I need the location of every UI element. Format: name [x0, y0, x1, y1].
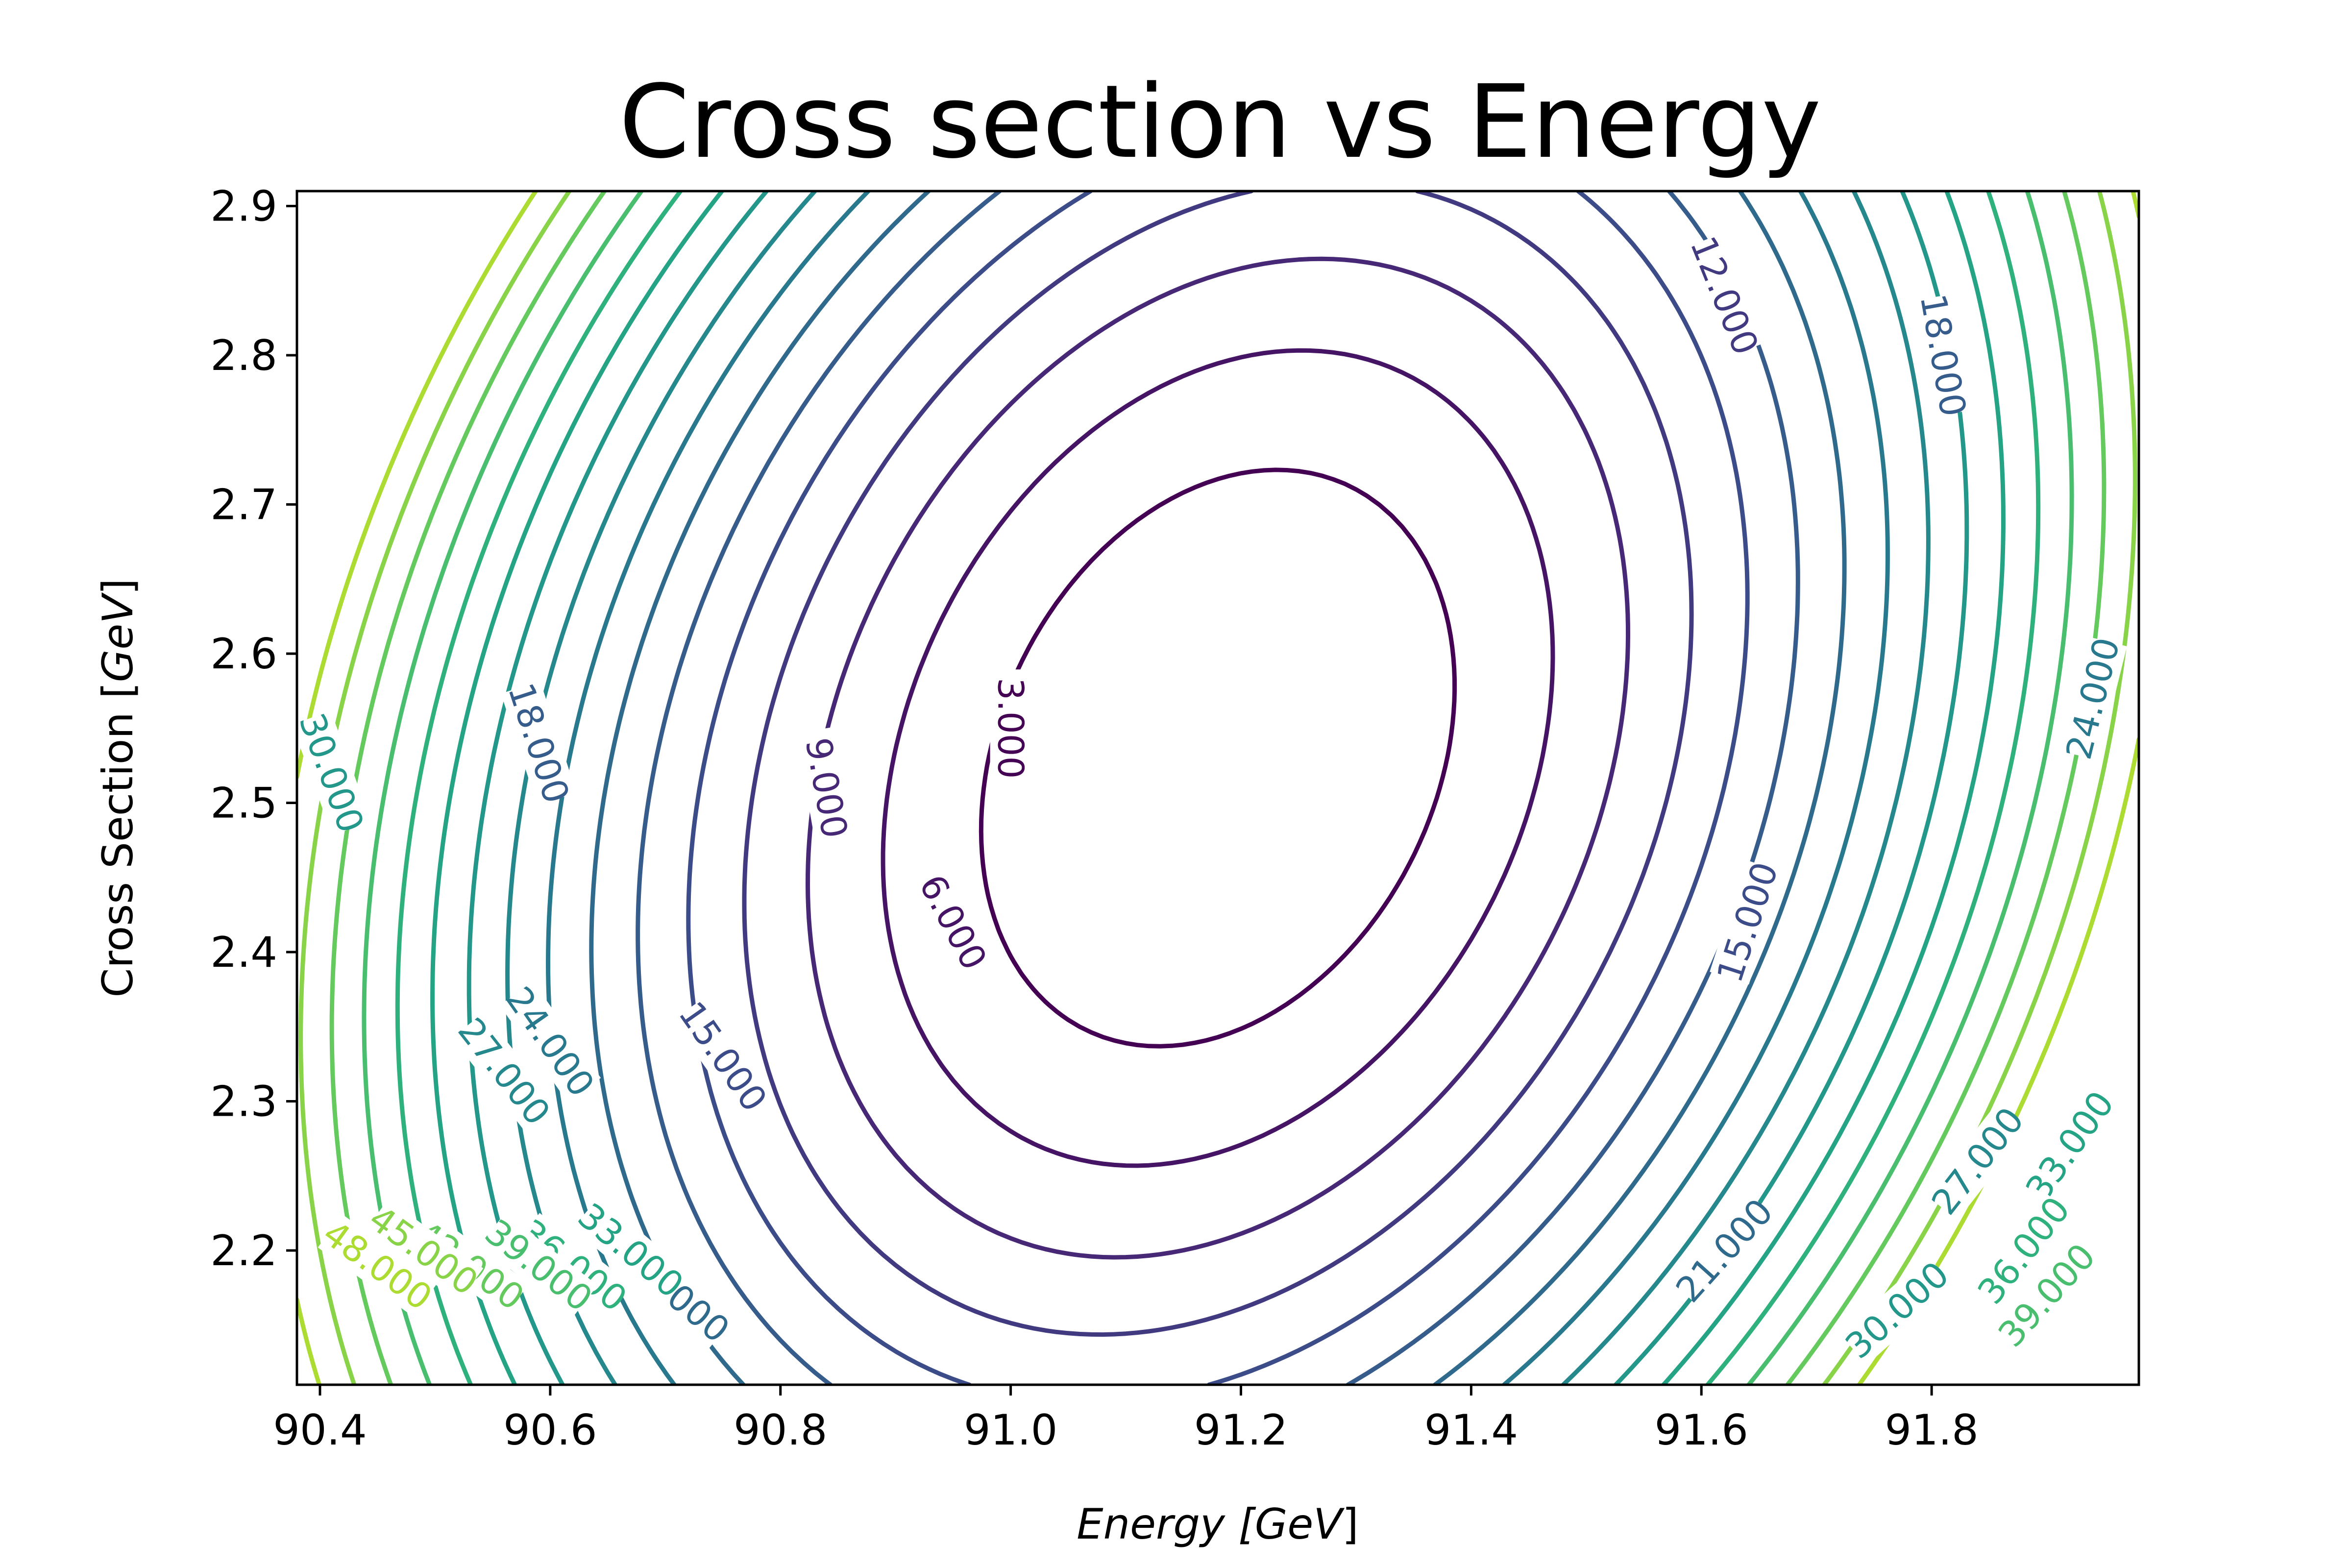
y-tick-label: 2.5	[210, 779, 277, 828]
x-axis-label-main: Energy [	[1077, 1500, 1256, 1549]
contour-label-text: 18.000	[1912, 291, 1974, 420]
contour-label-gap	[1992, 1238, 2102, 1353]
contour-labels: 3.0006.0009.00012.00015.00015.00018.0001…	[291, 231, 2128, 1367]
contour-label-gap	[672, 996, 774, 1117]
contour-line-21	[589, 191, 1847, 1385]
x-axis-label-unit: GeV	[1255, 1500, 1345, 1549]
contour-label-text: 9.000	[797, 735, 856, 841]
contour-line-6	[881, 348, 1555, 1168]
contour-label-text: 27.000	[1923, 1100, 2032, 1222]
contour-label-gap	[364, 1199, 484, 1302]
x-tick-label: 90.4	[273, 1406, 367, 1455]
contour-label-gap	[1669, 1193, 1779, 1308]
contour-label-gap	[907, 860, 999, 984]
contour-label-gap	[1971, 1191, 2077, 1310]
contour-label-gap	[501, 681, 577, 806]
x-axis-ticks: 90.4 90.6 90.8 91.0 91.2 91.4 91.6 91.8	[273, 1385, 1979, 1455]
chart-title: Cross section vs Energy	[619, 63, 1821, 181]
y-tick-label: 2.4	[210, 928, 277, 977]
x-tick-label: 91.2	[1194, 1406, 1288, 1455]
contour-label-text: 30.000	[1838, 1253, 1957, 1367]
contour-lines	[297, 191, 2139, 1385]
x-tick-label: 91.4	[1424, 1406, 1518, 1455]
contour-label-gap	[1710, 859, 1786, 985]
contour-line-45	[298, 191, 2137, 1385]
contour-label-gap	[292, 710, 371, 835]
x-tick-label: 91.6	[1654, 1406, 1748, 1455]
contour-label-9-2: 9.000	[796, 726, 857, 850]
contour-line-15	[686, 191, 1750, 1385]
contour-label-15-4: 15.000	[671, 994, 775, 1119]
y-axis-label: Cross Section [GeV]	[94, 578, 143, 997]
y-axis-ticks: 2.2 2.3 2.4 2.5 2.6 2.7 2.8 2.9	[210, 182, 297, 1275]
contour-label-gap	[1925, 1102, 2031, 1220]
contour-label-gap	[1839, 1255, 1955, 1365]
plot-frame	[295, 190, 2140, 1386]
y-tick-label: 2.2	[210, 1226, 277, 1275]
contour-label-gap	[990, 669, 1031, 787]
contour-label-gap	[796, 726, 857, 850]
contour-label-gap	[479, 1213, 598, 1318]
contour-label-gap	[499, 981, 601, 1102]
contour-line-39	[362, 191, 2074, 1385]
contour-label-30-14: 30.000	[291, 708, 372, 838]
x-tick-label: 91.0	[964, 1406, 1057, 1455]
x-axis-label: Energy [GeV]	[1077, 1500, 1358, 1549]
y-axis-label-close: ]	[94, 578, 143, 595]
x-axis-label-close: ]	[1342, 1500, 1359, 1549]
contour-label-gap	[514, 1213, 633, 1318]
contour-label-text: 6.000	[911, 868, 995, 976]
contour-line-12	[742, 191, 1694, 1337]
y-tick-label: 2.6	[210, 630, 277, 679]
contour-label-gap	[1912, 294, 1974, 417]
contour-label-3-0: 3.000	[990, 669, 1031, 787]
contour-label-text: 18.000	[500, 678, 578, 808]
contour-label-gap	[1683, 233, 1766, 358]
contour-label-27-13: 27.000	[1923, 1100, 2032, 1222]
y-axis-label-unit: GeV	[94, 592, 143, 683]
x-tick-label: 91.8	[1885, 1406, 1978, 1455]
contour-line-3	[979, 467, 1457, 1049]
contour-label-text: 33.000	[2017, 1084, 2122, 1209]
contour-line-18	[636, 191, 1800, 1385]
y-tick-label: 2.7	[210, 480, 277, 529]
contour-label-text: 15.000	[671, 994, 775, 1119]
y-tick-label: 2.8	[210, 331, 277, 380]
x-tick-label: 90.6	[503, 1406, 597, 1455]
contour-label-18-7: 18.000	[1912, 291, 1974, 420]
contour-line-27	[505, 191, 1931, 1385]
contour-label-text: 30.000	[291, 708, 372, 838]
contour-label-gap	[2058, 636, 2127, 760]
x-tick-label: 90.8	[734, 1406, 827, 1455]
contour-label-gap	[451, 1012, 557, 1131]
contour-label-33-17: 33.000	[2017, 1084, 2122, 1209]
contour-label-gap	[2019, 1086, 2121, 1206]
contour-label-gap	[572, 1197, 689, 1304]
contour-line-24	[546, 191, 1890, 1385]
y-axis-label-main: Cross Section [	[94, 682, 143, 998]
contour-label-30-15: 30.000	[1838, 1253, 1957, 1367]
y-tick-label: 2.3	[210, 1077, 277, 1126]
contour-line-9	[806, 256, 1630, 1260]
contour-label-18-6: 18.000	[500, 678, 578, 808]
y-tick-label: 2.9	[210, 182, 277, 231]
contour-label-gap	[318, 1214, 438, 1317]
contour-label-text: 3.000	[990, 678, 1031, 779]
